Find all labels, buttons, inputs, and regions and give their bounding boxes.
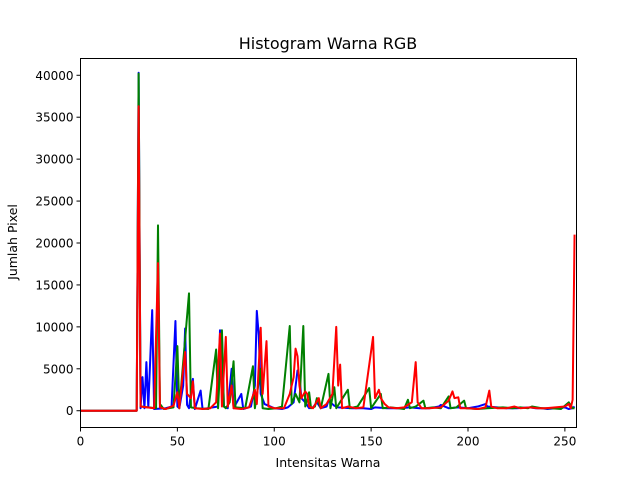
x-tick-label: 0	[77, 435, 85, 449]
y-tick-label: 5000	[43, 362, 74, 376]
chart-title: Histogram Warna RGB	[239, 34, 418, 53]
x-axis-label: Intensitas Warna	[276, 455, 381, 470]
y-tick-label: 20000	[35, 237, 73, 251]
y-tick-label: 25000	[35, 195, 73, 209]
y-tick-label: 0	[66, 404, 74, 418]
x-tick-label: 150	[360, 435, 383, 449]
y-tick-label: 15000	[35, 278, 73, 292]
x-tick-label: 100	[263, 435, 286, 449]
y-tick-label: 40000	[35, 69, 73, 83]
x-tick-label: 250	[553, 435, 576, 449]
y-axis-label: Jumlah Pixel	[5, 204, 20, 281]
y-tick-label: 30000	[35, 153, 73, 167]
y-tick-label: 10000	[35, 320, 73, 334]
x-tick-label: 50	[170, 435, 185, 449]
y-tick-label: 35000	[35, 111, 73, 125]
x-tick-label: 200	[457, 435, 480, 449]
